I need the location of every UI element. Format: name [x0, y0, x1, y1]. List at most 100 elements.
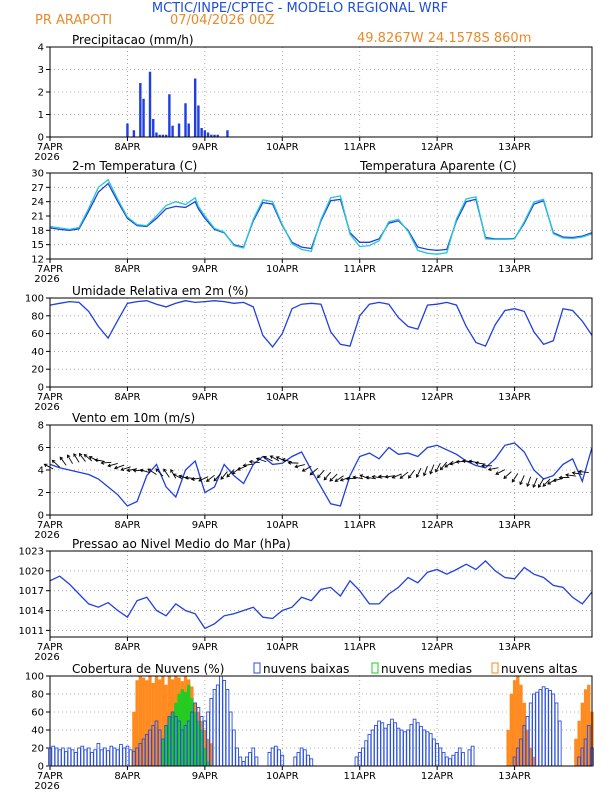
legend-swatch [371, 662, 379, 674]
wind-vector [399, 471, 409, 479]
xtick-label-11apr: 11APR [343, 142, 376, 153]
wind-vector [84, 454, 93, 462]
cloud-bar-nuvens-baixas [225, 689, 230, 767]
xtick-year: 2026 [34, 530, 59, 541]
wind-vector-head [301, 468, 306, 472]
ytick-label: 27 [31, 183, 44, 194]
ytick-label: 21 [31, 212, 44, 223]
wind-vector [429, 464, 435, 475]
wind-vector-head [100, 460, 105, 465]
cloud-bar-nuvens-baixas [96, 743, 101, 767]
wind-vector [121, 466, 131, 471]
station-name: PR ARAPOTI [35, 13, 112, 28]
wind-vector [206, 474, 215, 482]
precip-bar [164, 134, 168, 137]
wind-vector-head [226, 473, 231, 478]
ytick-label: 80 [31, 311, 44, 322]
wind-vector-head [461, 459, 466, 464]
xtick-year: 2026 [34, 781, 59, 792]
cloud-bar-nuvens-baixas [67, 747, 72, 767]
wind-vector [353, 476, 364, 480]
wind-vector-head [339, 477, 344, 482]
wind-vector-head [552, 478, 557, 483]
xtick-label-8apr: 8APR [114, 264, 140, 275]
cloud-bar-nuvens-baixas [109, 745, 114, 767]
wind-vector-head [429, 470, 433, 475]
wind-vector-head [163, 468, 167, 473]
wind-vector-head [377, 474, 382, 479]
wind-vector [578, 471, 589, 474]
wind-vector [317, 469, 325, 478]
wind-vector-head [178, 474, 183, 479]
wind-vector [94, 459, 105, 462]
panel-pressure: 1011 1014 1017 1020 1023 7APR 8APR 9APR 10APR 11A… [19, 537, 593, 663]
wind-vector-head [399, 475, 404, 479]
cloud-bar-nuvens-baixas [70, 749, 75, 767]
precip-bar [126, 123, 129, 137]
xtick-label-8apr: 8APR [114, 520, 140, 531]
cloud-bar-nuvens-baixas [364, 740, 369, 767]
wind-vector-head [126, 468, 131, 473]
precip-bar [142, 98, 145, 137]
wind-vector-head [526, 483, 530, 487]
wind-vector-head [455, 459, 460, 464]
xtick-year: 2026 [34, 274, 59, 285]
xtick-label-7apr: 7APR [37, 264, 63, 275]
xtick-label-12apr: 12APR [421, 142, 454, 153]
cloud-bar-nuvens-baixas [309, 758, 314, 767]
wind-vector-head [205, 478, 210, 482]
xtick-label-13apr: 13APR [498, 392, 531, 403]
cloud-bar-nuvens-baixas [415, 722, 420, 767]
wind-vector-head [474, 461, 479, 465]
wind-vector-head [43, 463, 48, 468]
cloud-bar-nuvens-baixas [128, 749, 133, 767]
cloud-bar-nuvens-baixas [112, 747, 117, 767]
wind-vector [114, 464, 125, 469]
ytick-label: 1023 [19, 547, 44, 558]
panel-frame-rh [49, 297, 593, 388]
wind-vector-head [184, 475, 189, 480]
panel-title-rh: Umidade Relativa em 2m (%) [72, 284, 249, 298]
legend-item-nuvens-altas: nuvens altas [501, 662, 577, 676]
xtick-label-11apr: 11APR [343, 771, 376, 782]
wind-vector-head [577, 469, 582, 474]
series-line-temp-0 [49, 182, 593, 252]
xtick-label-10apr: 10APR [266, 520, 299, 531]
cloud-bar-nuvens-baixas [390, 718, 394, 767]
wind-vector-head [107, 463, 112, 468]
cloud-bar-nuvens-baixas [277, 749, 281, 767]
wind-vector-head [170, 468, 174, 473]
ytick-label: 40 [31, 726, 44, 737]
xtick-label-10apr: 10APR [266, 264, 299, 275]
cloud-bar-nuvens-baixas [248, 752, 252, 767]
cloud-bar-nuvens-baixas [554, 702, 559, 767]
cloud-bar-nuvens-baixas [406, 729, 410, 767]
precip-bar [168, 94, 171, 137]
wind-vector-head [67, 454, 71, 459]
xtick-label-8apr: 8APR [114, 771, 140, 782]
cloud-bar-nuvens-baixas [215, 684, 220, 767]
panel-frame-precip [49, 46, 593, 138]
ytick-label: 4 [38, 43, 44, 54]
header-title: MCTIC/INPE/CPTEC - MODELO REGIONAL WRF [152, 1, 448, 16]
wind-vector [519, 475, 525, 485]
wind-vector [155, 468, 164, 477]
ytick-label: 60 [31, 329, 44, 340]
xtick-label-13apr: 13APR [498, 264, 531, 275]
cloud-bar-nuvens-baixas [438, 747, 443, 767]
cloud-bar-nuvens-baixas [467, 749, 472, 767]
cloud-bar-nuvens-baixas [61, 747, 65, 767]
wind-vector-head [415, 474, 420, 478]
wind-vector [198, 476, 209, 482]
xtick-label-12apr: 12APR [421, 642, 454, 653]
wind-vector [44, 463, 54, 470]
wind-vector [163, 468, 170, 478]
xtick-label-13apr: 13APR [498, 142, 531, 153]
wind-vector-head [287, 460, 292, 465]
xtick-label-7apr: 7APR [37, 392, 63, 403]
wind-vector-head [519, 481, 523, 486]
ytick-label: 20 [31, 365, 44, 376]
cloud-bar-nuvens-baixas [396, 727, 401, 767]
wind-vector-head [487, 467, 492, 472]
